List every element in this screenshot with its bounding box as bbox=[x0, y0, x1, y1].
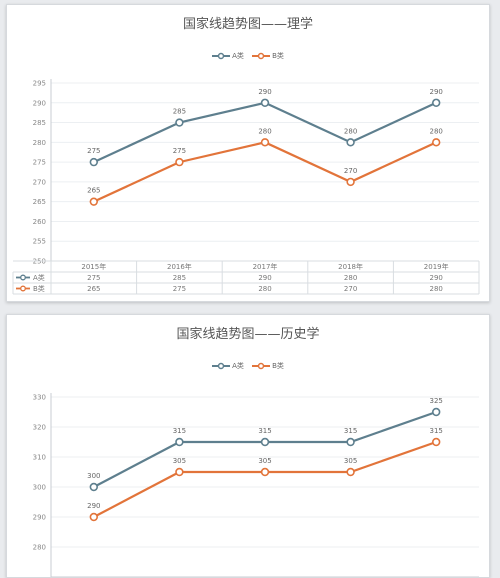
data-label: 280 bbox=[430, 127, 443, 135]
table-legend-marker bbox=[20, 285, 26, 292]
data-point bbox=[346, 467, 355, 477]
y-tick-label: 290 bbox=[33, 514, 46, 522]
legend-label-b: B类 bbox=[272, 362, 284, 370]
table-cell: 290 bbox=[258, 274, 271, 282]
chart-panel-history: 国家线趋势图——历史学 A类 B类 280 290 300 310 320 330 300 3… bbox=[6, 314, 490, 578]
chart-title: 国家线趋势图——理学 bbox=[182, 17, 313, 32]
data-point bbox=[260, 437, 270, 447]
data-label: 270 bbox=[344, 167, 357, 175]
table-legend-marker bbox=[20, 274, 26, 281]
data-point bbox=[89, 512, 99, 522]
y-tick-label: 280 bbox=[33, 544, 46, 552]
legend-item-b: B类 bbox=[252, 361, 284, 371]
y-tick-label: 280 bbox=[33, 139, 46, 147]
data-point bbox=[175, 118, 184, 127]
data-label: 315 bbox=[344, 427, 357, 435]
y-tick-label: 270 bbox=[33, 178, 46, 186]
data-label: 275 bbox=[173, 147, 186, 155]
table-row-label: A类 bbox=[33, 273, 45, 282]
data-label: 275 bbox=[87, 147, 100, 155]
legend-marker-a bbox=[212, 52, 231, 60]
table-cell: 285 bbox=[173, 274, 186, 282]
y-tick-label: 320 bbox=[33, 424, 46, 432]
legend-label-a: A类 bbox=[232, 362, 244, 370]
data-label: 280 bbox=[344, 127, 357, 135]
data-point bbox=[260, 467, 270, 477]
x-tick-label: 2017年 bbox=[253, 262, 278, 271]
data-point bbox=[175, 467, 184, 477]
data-label: 300 bbox=[87, 472, 100, 480]
legend-marker-a bbox=[212, 362, 231, 370]
chart-panel-science: 国家线趋势图——理学 A类 B类 25025526026527027528028… bbox=[6, 4, 490, 302]
y-tick-label: 255 bbox=[33, 238, 46, 246]
x-tick-label: 2019年 bbox=[424, 262, 449, 271]
data-label: 305 bbox=[173, 457, 186, 465]
data-point bbox=[346, 437, 355, 447]
legend-label-a: A类 bbox=[232, 52, 244, 60]
data-point bbox=[346, 138, 355, 147]
line-chart-history: 280 290 300 310 320 330 300 315 315 315 325 290 305 3… bbox=[33, 393, 479, 577]
data-label: 290 bbox=[258, 88, 271, 96]
data-label: 325 bbox=[430, 397, 443, 405]
table-cell: 290 bbox=[430, 274, 443, 282]
y-tick-label: 295 bbox=[33, 80, 46, 88]
data-label: 285 bbox=[173, 108, 186, 116]
data-label: 265 bbox=[87, 187, 100, 195]
x-tick-label: 2016年 bbox=[167, 262, 192, 271]
legend-item-a: A类 bbox=[212, 51, 244, 61]
y-tick-label: 285 bbox=[33, 119, 46, 127]
table-cell: 280 bbox=[344, 274, 357, 282]
data-point bbox=[432, 437, 441, 447]
series-line-b bbox=[93, 440, 437, 518]
legend-item-b: B类 bbox=[252, 51, 284, 61]
series-line-b bbox=[93, 141, 437, 203]
table-row-label: B类 bbox=[33, 284, 45, 293]
data-label: 290 bbox=[430, 88, 443, 96]
y-tick-label: 330 bbox=[33, 394, 46, 402]
data-label: 280 bbox=[258, 127, 271, 135]
y-tick-label: 300 bbox=[33, 484, 46, 492]
data-label: 315 bbox=[430, 427, 443, 435]
y-tick-label: 275 bbox=[33, 159, 46, 167]
chart-title: 国家线趋势图——历史学 bbox=[176, 327, 320, 342]
data-label: 305 bbox=[344, 457, 357, 465]
y-tick-label: 260 bbox=[33, 218, 46, 226]
legend-marker-b bbox=[252, 52, 271, 60]
y-tick-label: 290 bbox=[33, 99, 46, 107]
data-point bbox=[89, 482, 99, 492]
legend-label-b: B类 bbox=[272, 52, 284, 60]
y-tick-label: 265 bbox=[33, 198, 46, 206]
legend-item-a: A类 bbox=[212, 361, 244, 371]
table-cell: 275 bbox=[173, 285, 186, 293]
x-tick-label: 2015年 bbox=[81, 262, 106, 271]
table-cell: 280 bbox=[430, 285, 443, 293]
data-point bbox=[346, 177, 355, 187]
data-label: 290 bbox=[87, 502, 100, 510]
table-cell: 270 bbox=[344, 285, 357, 293]
data-point bbox=[175, 157, 184, 167]
table-cell: 275 bbox=[87, 274, 100, 282]
data-point bbox=[89, 157, 99, 167]
data-point bbox=[260, 98, 270, 107]
legend-marker-b bbox=[252, 362, 271, 370]
data-label: 315 bbox=[258, 427, 271, 435]
data-point bbox=[175, 437, 184, 447]
line-chart-science: 2502552602652702752802852902952752852902… bbox=[12, 79, 480, 295]
data-point bbox=[89, 197, 99, 206]
legend: A类 B类 bbox=[7, 51, 489, 62]
y-tick-label: 310 bbox=[33, 454, 46, 462]
x-tick-label: 2018年 bbox=[338, 262, 363, 271]
data-point bbox=[432, 98, 441, 107]
data-point bbox=[432, 407, 441, 417]
table-cell: 265 bbox=[87, 285, 100, 293]
data-point bbox=[260, 138, 270, 147]
data-label: 315 bbox=[173, 427, 186, 435]
data-point bbox=[432, 138, 441, 147]
table-cell: 280 bbox=[258, 285, 271, 293]
data-label: 305 bbox=[258, 457, 271, 465]
legend: A类 B类 bbox=[7, 361, 489, 372]
